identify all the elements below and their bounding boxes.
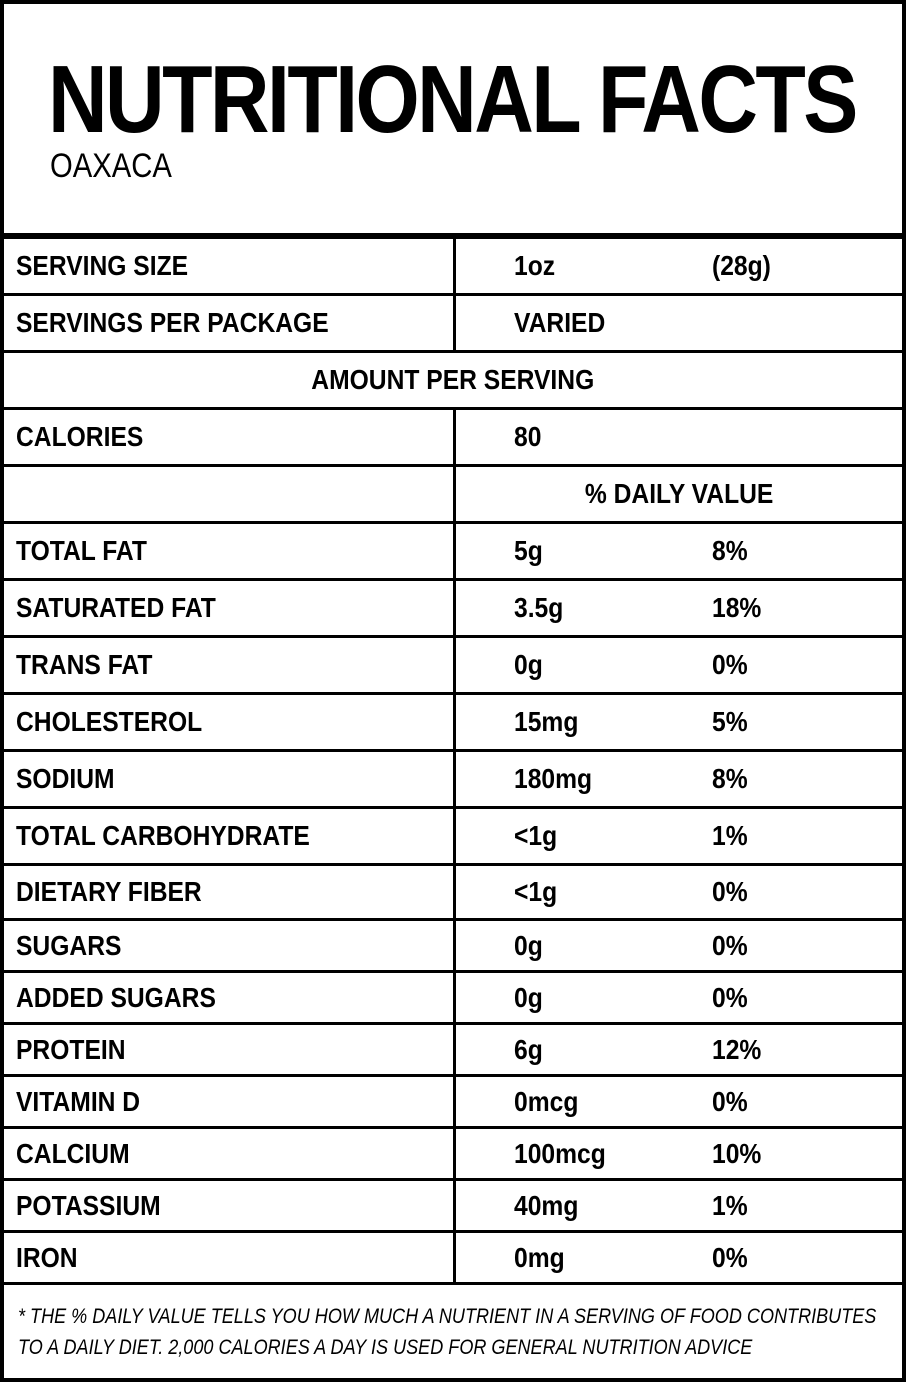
nutrient-row: IRON 0mg 0% (4, 1233, 902, 1285)
daily-value-header-row: % DAILY VALUE (4, 467, 902, 524)
nutrient-name: VITAMIN D (16, 1085, 141, 1117)
label-header: NUTRITIONAL FACTS OAXACA (4, 4, 902, 239)
nutrient-amount: 100mcg (514, 1137, 606, 1169)
column-divider (453, 581, 456, 635)
nutrient-amount: 15mg (514, 706, 579, 737)
calories-value: 80 (514, 421, 542, 452)
nutrient-amount: 40mg (514, 1189, 579, 1221)
daily-value-heading: % DAILY VALUE (584, 478, 774, 509)
nutrient-row: SODIUM 180mg 8% (4, 752, 902, 809)
nutrient-daily-value: 1% (712, 1189, 748, 1221)
nutrient-daily-value: 1% (712, 820, 748, 851)
nutrient-daily-value: 5% (712, 706, 748, 737)
column-divider (453, 524, 456, 578)
column-divider (453, 1077, 456, 1126)
servings-per-package-row: SERVINGS PER PACKAGE VARIED (4, 296, 902, 353)
nutrient-daily-value: 0% (712, 649, 748, 680)
nutrient-daily-value: 0% (712, 1241, 748, 1273)
column-divider (453, 410, 456, 464)
column-divider (453, 1025, 456, 1074)
nutrient-daily-value: 18% (712, 592, 762, 623)
footnote-line-1: * THE % DAILY VALUE TELLS YOU HOW MUCH A… (18, 1305, 877, 1328)
servings-per-package-value: VARIED (514, 307, 606, 338)
nutrient-amount: 5g (514, 535, 543, 566)
nutrient-row: ADDED SUGARS 0g 0% (4, 973, 902, 1025)
nutrient-daily-value: 0% (712, 1085, 748, 1117)
nutrient-amount: 0g (514, 981, 543, 1013)
nutrient-name: SATURATED FAT (16, 592, 216, 623)
calories-row: CALORIES 80 (4, 410, 902, 467)
nutrient-row: SATURATED FAT 3.5g 18% (4, 581, 902, 638)
column-divider (453, 695, 456, 749)
nutrient-name: TOTAL FAT (16, 535, 147, 566)
nutrient-daily-value: 10% (712, 1137, 762, 1169)
product-name: OAXACA (50, 147, 172, 185)
nutrient-row: TRANS FAT 0g 0% (4, 638, 902, 695)
column-divider (453, 467, 456, 521)
nutrient-amount: 0g (514, 929, 543, 961)
nutrient-amount: <1g (514, 820, 558, 851)
nutrient-daily-value: 0% (712, 876, 748, 907)
nutrient-amount: 0mg (514, 1241, 565, 1273)
nutrient-name: SUGARS (16, 929, 122, 961)
nutrient-daily-value: 0% (712, 929, 748, 961)
nutrient-row: POTASSIUM 40mg 1% (4, 1181, 902, 1233)
serving-size-grams: (28g) (712, 250, 771, 281)
label-title: NUTRITIONAL FACTS (48, 46, 858, 153)
nutrient-name: PROTEIN (16, 1033, 126, 1065)
nutrient-daily-value: 8% (712, 535, 748, 566)
nutrient-name: SODIUM (16, 763, 115, 794)
column-divider (453, 1129, 456, 1178)
nutrient-row: VITAMIN D 0mcg 0% (4, 1077, 902, 1129)
serving-size-value: 1oz (514, 250, 556, 281)
column-divider (453, 1233, 456, 1282)
nutrient-row: CALCIUM 100mcg 10% (4, 1129, 902, 1181)
nutrient-amount: 0mcg (514, 1085, 579, 1117)
column-divider (453, 1181, 456, 1230)
nutrient-name: TOTAL CARBOHYDRATE (16, 820, 310, 851)
nutrient-row: TOTAL CARBOHYDRATE <1g 1% (4, 809, 902, 866)
column-divider (453, 921, 456, 970)
nutrition-table: SERVING SIZE 1oz (28g) SERVINGS PER PACK… (4, 239, 902, 1285)
nutrient-daily-value: 12% (712, 1033, 762, 1065)
nutrient-row: PROTEIN 6g 12% (4, 1025, 902, 1077)
nutrient-daily-value: 8% (712, 763, 748, 794)
servings-per-package-label: SERVINGS PER PACKAGE (16, 307, 329, 338)
nutrient-name: CALCIUM (16, 1137, 130, 1169)
serving-size-row: SERVING SIZE 1oz (28g) (4, 239, 902, 296)
nutrient-amount: 3.5g (514, 592, 564, 623)
column-divider (453, 866, 456, 918)
nutrient-row: SUGARS 0g 0% (4, 921, 902, 973)
nutrient-name: DIETARY FIBER (16, 876, 202, 907)
nutrient-amount: 6g (514, 1033, 543, 1065)
nutrient-row: TOTAL FAT 5g 8% (4, 524, 902, 581)
nutrient-name: IRON (16, 1241, 78, 1273)
amount-per-serving-heading: AMOUNT PER SERVING (311, 364, 595, 395)
nutrient-amount: <1g (514, 876, 558, 907)
amount-per-serving-row: AMOUNT PER SERVING (4, 353, 902, 410)
daily-value-footnote: * THE % DAILY VALUE TELLS YOU HOW MUCH A… (18, 1301, 898, 1363)
nutrient-row: CHOLESTEROL 15mg 5% (4, 695, 902, 752)
serving-size-label: SERVING SIZE (16, 250, 189, 281)
nutrient-name: ADDED SUGARS (16, 981, 216, 1013)
calories-label: CALORIES (16, 421, 144, 452)
nutrient-name: CHOLESTEROL (16, 706, 203, 737)
nutrient-amount: 180mg (514, 763, 593, 794)
nutrient-name: TRANS FAT (16, 649, 153, 680)
nutrient-row: DIETARY FIBER <1g 0% (4, 866, 902, 921)
column-divider (453, 752, 456, 806)
nutrient-amount: 0g (514, 649, 543, 680)
column-divider (453, 296, 456, 350)
column-divider (453, 239, 456, 293)
nutrient-daily-value: 0% (712, 981, 748, 1013)
nutrient-name: POTASSIUM (16, 1189, 161, 1221)
footnote-line-2: TO A DAILY DIET. 2,000 CALORIES A DAY IS… (18, 1336, 753, 1359)
column-divider (453, 638, 456, 692)
column-divider (453, 973, 456, 1022)
column-divider (453, 809, 456, 863)
